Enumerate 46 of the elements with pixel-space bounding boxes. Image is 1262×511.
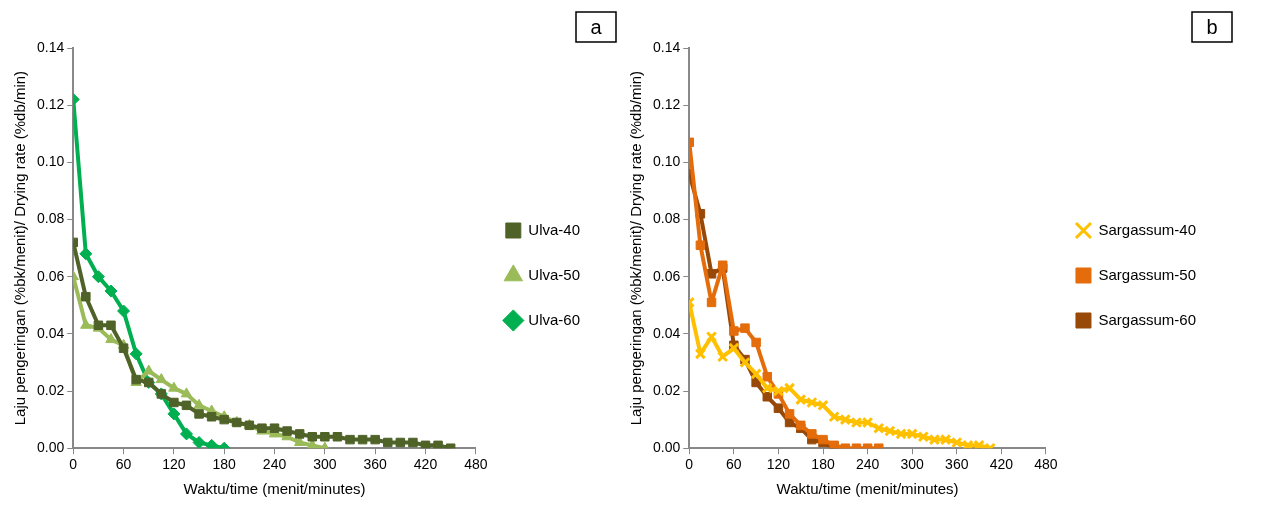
legend-label: Sargassum-50 (1098, 265, 1196, 283)
y-tick-label: 0.10 (37, 153, 65, 170)
x-tick-label: 120 (162, 456, 186, 473)
x-tick-label: 480 (464, 456, 488, 473)
y-tick-label: 0.10 (653, 153, 681, 170)
y-tick-label: 0.14 (37, 38, 65, 55)
y-axis-title: Laju pengeringan (%bk/menit)/ Drying rate (%db/min) (11, 70, 29, 426)
x-tick-label: 180 (811, 456, 835, 473)
y-tick-label: 0.08 (37, 210, 65, 227)
text: a (590, 15, 603, 38)
legend-label: Ulva-40 (528, 220, 580, 238)
legend-label: Ulva-60 (528, 310, 580, 328)
x-tick-label: 0 (69, 456, 78, 473)
x-tick-label: 420 (413, 456, 438, 473)
y-tick-label: 0.14 (653, 38, 681, 55)
y-tick-label: 0.08 (653, 210, 681, 227)
x-tick-label: 240 (262, 456, 287, 473)
legend-label: Sargassum-60 (1098, 310, 1196, 328)
y-tick-label: 0.02 (653, 381, 681, 398)
y-tick-label: 0.12 (37, 96, 65, 113)
x-tick-label: 60 (115, 456, 132, 473)
x-tick-label: 360 (363, 456, 388, 473)
x-tick-label: 180 (212, 456, 237, 473)
x-tick-label: 300 (900, 456, 925, 473)
y-tick-label: 0.06 (37, 267, 65, 284)
x-tick-label: 420 (989, 456, 1014, 473)
y-tick-label: 0.00 (37, 439, 65, 456)
x-tick-label: 300 (313, 456, 337, 473)
x-tick-label: 60 (726, 456, 742, 473)
x-tick-label: 120 (766, 456, 791, 473)
y-tick-label: 0.04 (653, 324, 681, 341)
x-axis-title: Waktu/time (menit/minutes) (183, 480, 366, 498)
text: b (1206, 15, 1218, 38)
legend-label: Ulva-50 (528, 265, 580, 283)
x-tick-label: 480 (1034, 456, 1058, 473)
x-axis-title: Waktu/time (menit/minutes) (776, 480, 959, 498)
y-tick-label: 0.00 (653, 439, 681, 456)
y-tick-label: 0.06 (653, 267, 681, 284)
x-tick-label: 240 (855, 456, 880, 473)
legend-label: Sargassum-40 (1098, 220, 1196, 238)
y-tick-label: 0.12 (653, 96, 681, 113)
x-tick-label: 360 (945, 456, 969, 473)
x-tick-label: 0 (685, 456, 694, 473)
y-axis-title: Laju pengeringan (%bk/menit)/ Drying rate (%db/min) (627, 70, 645, 426)
y-tick-label: 0.04 (37, 324, 65, 341)
y-tick-label: 0.02 (37, 381, 65, 398)
